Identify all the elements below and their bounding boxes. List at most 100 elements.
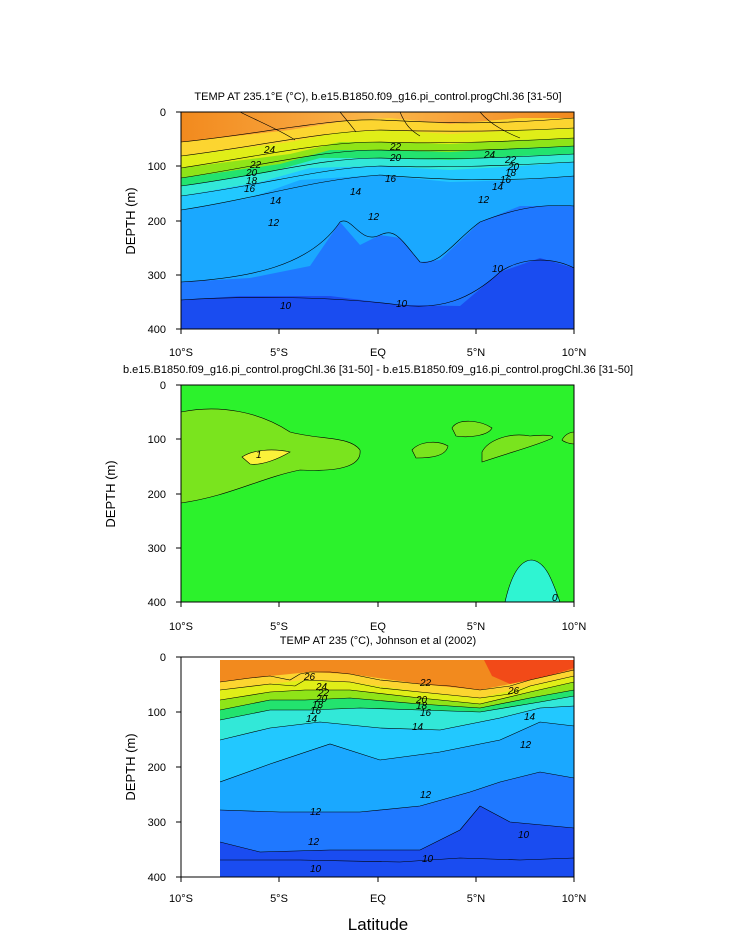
panel3-label: 22 [419,678,432,689]
panel-model-temperature: TEMP AT 235.1°E (°C), b.e15.B1850.f09_g1… [123,91,586,359]
panel1-title: TEMP AT 235.1°E (°C), b.e15.B1850.f09_g1… [194,91,561,103]
panel3-x-tick-labels: 10°S 5°S EQ 5°N 10°N [169,893,586,905]
panel-observed-temperature: TEMP AT 235 (°C), Johnson et al (2002) [123,635,586,905]
panel1-label: 12 [368,212,380,223]
x-tick-label: 10°S [169,893,193,905]
panel3-contour-labels: 26 24 22 20 18 16 14 22 20 18 16 14 26 1… [303,672,536,875]
panel1-label: 22 [504,155,517,166]
panel2-title: b.e15.B1850.f09_g16.pi_control.progChl.3… [123,364,633,376]
y-tick-label: 0 [160,107,166,119]
panel2-label: 1 [256,450,262,461]
panel1-label: 14 [350,187,362,198]
y-tick-label: 300 [148,817,166,829]
panel3-label: 24 [315,682,328,693]
x-tick-label: 10°S [169,347,193,359]
panel1-label: 20 [245,168,258,179]
panel1-label: 22 [249,160,262,171]
panel3-label: 12 [520,740,532,751]
x-tick-label: 5°S [270,621,288,633]
panel1-label: 20 [389,153,402,164]
y-tick-label: 200 [148,216,166,228]
panel1-fill [181,112,574,329]
x-tick-label: 5°S [270,893,288,905]
panel3-y-tick-labels: 0 100 200 300 400 [148,652,166,884]
x-tick-label: 10°N [562,621,587,633]
panel3-label: 22 [317,688,330,699]
panel3-label: 26 [507,686,520,697]
y-tick-label: 400 [148,324,166,336]
panel1-ticks [176,111,575,334]
x-tick-label: 10°N [562,893,587,905]
panel3-fill [220,660,574,877]
panel3-label: 20 [415,695,428,706]
panel3-label: 14 [306,714,318,725]
panel2-ticks [176,384,575,607]
panel1-label: 14 [492,182,504,193]
panel3-label: 26 [303,672,316,683]
panel3-label: 12 [420,790,432,801]
panel3-y-axis-title: DEPTH (m) [123,733,138,800]
panel1-contour-lines [181,112,574,307]
panel1-label: 14 [270,196,282,207]
panel1-label: 10 [396,299,408,310]
x-axis-title: Latitude [348,915,409,934]
y-tick-label: 200 [148,762,166,774]
panel1-label: 16 [385,174,397,185]
panel1-label: 24 [483,150,496,161]
x-tick-label: EQ [370,621,386,633]
panel1-label: 22 [389,142,402,153]
panel3-label: 12 [310,807,322,818]
panel3-label: 10 [310,864,322,875]
panel1-y-axis-title: DEPTH (m) [123,187,138,254]
panel1-label: 12 [268,218,280,229]
y-tick-label: 400 [148,872,166,884]
panel3-label: 16 [310,706,322,717]
panel3-label: 14 [412,722,424,733]
y-tick-label: 0 [160,652,166,664]
panel3-label: 18 [312,700,324,711]
y-tick-label: 300 [148,543,166,555]
panel1-label: 16 [500,175,512,186]
panel1-x-tick-labels: 10°S 5°S EQ 5°N 10°N [169,347,586,359]
panel3-label: 18 [416,701,428,712]
y-tick-label: 100 [148,434,166,446]
panel1-label: 12 [478,195,490,206]
x-tick-label: EQ [370,893,386,905]
x-tick-label: 5°N [467,347,486,359]
panel-difference: b.e15.B1850.f09_g16.pi_control.progChl.3… [103,364,633,633]
panel1-y-tick-labels: 0 100 200 300 400 [148,107,166,336]
panel2-y-axis-title: DEPTH (m) [103,460,118,527]
x-tick-label: EQ [370,347,386,359]
panel1-label: 18 [246,176,258,187]
panel1-label: 10 [280,301,292,312]
panel1-label: 10 [492,264,504,275]
panel3-label: 14 [524,712,536,723]
panel1-label: 18 [505,168,517,179]
panel3-label: 20 [315,694,328,705]
panel1-contour-labels: 24 22 20 18 16 14 12 22 20 16 14 12 24 2… [244,142,520,312]
x-tick-label: 10°S [169,621,193,633]
panel3-ticks [176,656,575,882]
panel1-label: 16 [244,184,256,195]
y-tick-label: 300 [148,270,166,282]
panel2-x-tick-labels: 10°S 5°S EQ 5°N 10°N [169,621,586,633]
panel1-label: 24 [263,145,276,156]
panel3-label: 16 [420,708,432,719]
y-tick-label: 0 [160,380,166,392]
panel2-y-tick-labels: 0 100 200 300 400 [148,380,166,609]
x-tick-label: 10°N [562,347,587,359]
panel3-label: 10 [422,854,434,865]
x-tick-label: 5°N [467,893,486,905]
x-tick-label: 5°N [467,621,486,633]
y-tick-label: 100 [148,161,166,173]
panel1-label: 20 [507,162,520,173]
panel3-label: 10 [518,830,530,841]
panel3-label: 12 [308,837,320,848]
panel3-title: TEMP AT 235 (°C), Johnson et al (2002) [280,635,476,647]
panel2-label: 0 [552,593,558,604]
panel2-fill [181,385,574,602]
y-tick-label: 400 [148,597,166,609]
panel3-contour-lines [220,669,574,863]
x-tick-label: 5°S [270,347,288,359]
